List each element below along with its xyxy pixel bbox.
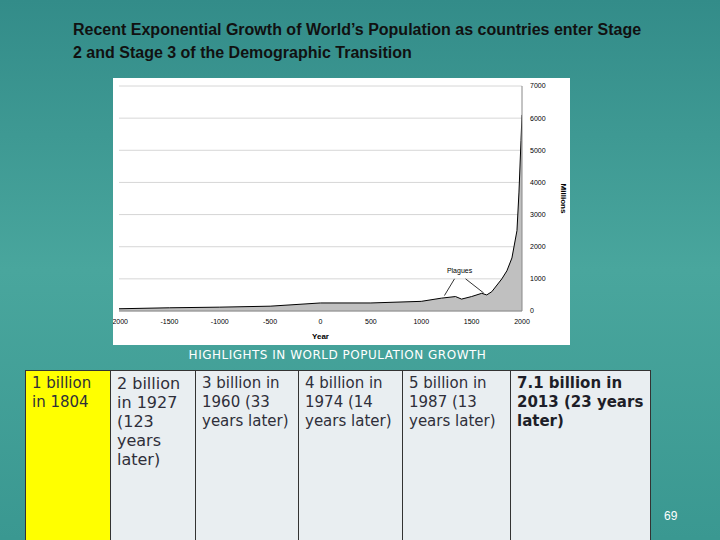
svg-text:7000: 7000 bbox=[530, 82, 546, 89]
html-text:4 billion in 1974 (14 years la: 4 billion in 1974 (14 years later) bbox=[305, 374, 392, 430]
html-text:2 billion in 1927 (123 years l: 2 billion in 1927 (123 years later) bbox=[117, 374, 181, 469]
svg-text:1500: 1500 bbox=[464, 318, 480, 325]
svg-text:2000: 2000 bbox=[530, 243, 546, 250]
html-text:5 billion in 1987 (13 years la: 5 billion in 1987 (13 years later) bbox=[409, 374, 496, 430]
svg-text:0: 0 bbox=[319, 318, 323, 325]
svg-text:-2000: -2000 bbox=[113, 318, 128, 325]
svg-text:Year: Year bbox=[312, 332, 329, 341]
svg-text:1000: 1000 bbox=[530, 275, 546, 282]
html-text:3 billion in 1960 (33 years la: 3 billion in 1960 (33 years later) bbox=[202, 374, 289, 430]
svg-text:Plagues: Plagues bbox=[447, 267, 473, 275]
html-text:7.1 billion in 2013 (23 years: 7.1 billion in 2013 (23 years later) bbox=[517, 374, 644, 430]
svg-text:2000: 2000 bbox=[514, 318, 530, 325]
svg-text:0: 0 bbox=[530, 307, 534, 314]
svg-text:1000: 1000 bbox=[413, 318, 429, 325]
html-text:Recent Exponential Growth of W: Recent Exponential Growth of World’s Pop… bbox=[73, 21, 642, 61]
svg-text:-1500: -1500 bbox=[160, 318, 178, 325]
svg-text:6000: 6000 bbox=[530, 115, 546, 122]
html-text:1 billion in 1804: 1 billion in 1804 bbox=[32, 374, 92, 411]
svg-text:-500: -500 bbox=[263, 318, 277, 325]
svg-text:-1000: -1000 bbox=[211, 318, 229, 325]
svg-text:Millions: Millions bbox=[559, 184, 568, 214]
svg-text:5000: 5000 bbox=[530, 147, 546, 154]
html-text:HIGHLIGHTS IN WORLD POPULATION: HIGHLIGHTS IN WORLD POPULATION GROWTH bbox=[188, 348, 487, 362]
html-text:69: 69 bbox=[664, 509, 678, 523]
svg-text:500: 500 bbox=[365, 318, 377, 325]
svg-text:4000: 4000 bbox=[530, 179, 546, 186]
svg-text:3000: 3000 bbox=[530, 211, 546, 218]
